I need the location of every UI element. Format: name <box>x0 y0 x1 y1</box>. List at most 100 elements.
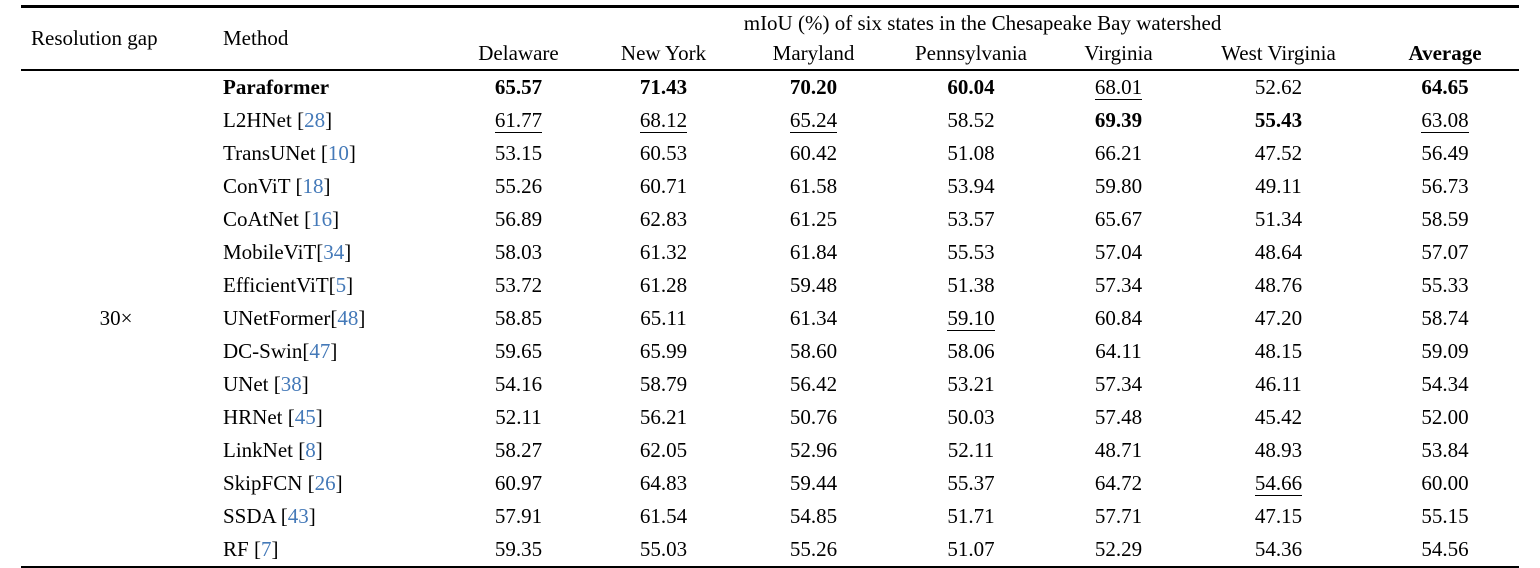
value-text: 57.48 <box>1094 405 1143 429</box>
value-text: 58.03 <box>494 240 543 264</box>
value-cell: 59.65 <box>446 335 591 368</box>
value-text: 60.97 <box>494 471 543 495</box>
citation-number: 48 <box>337 306 359 330</box>
value-cell: 48.15 <box>1186 335 1371 368</box>
value-text: 55.43 <box>1254 108 1303 132</box>
value-text: 55.03 <box>639 537 688 561</box>
citation-link[interactable]: 43 <box>288 504 309 528</box>
citation-link[interactable]: 38 <box>281 372 302 396</box>
method-cell: SkipFCN [26] <box>211 467 446 500</box>
citation: [43] <box>276 504 316 528</box>
value-text: 58.06 <box>947 339 995 363</box>
value-text: 50.03 <box>947 405 995 429</box>
citation-link[interactable]: 10 <box>328 141 349 165</box>
value-text: 68.12 <box>639 108 688 133</box>
value-text: 57.34 <box>1094 372 1143 396</box>
method-cell: EfficientViT[5] <box>211 269 446 302</box>
value-cell: 48.71 <box>1051 434 1186 467</box>
method-name: UNetFormer <box>223 306 331 330</box>
table-header: Resolution gap Method mIoU (%) of six st… <box>21 7 1520 70</box>
citation-link[interactable]: 5 <box>336 273 347 297</box>
value-text: 51.34 <box>1254 207 1303 231</box>
citation: [7] <box>249 537 279 561</box>
value-cell: 55.43 <box>1186 104 1371 137</box>
value-text: 71.43 <box>639 75 688 99</box>
value-cell: 50.03 <box>891 401 1051 434</box>
value-text: 54.34 <box>1421 372 1469 396</box>
value-cell: 65.24 <box>736 104 891 137</box>
value-cell: 50.76 <box>736 401 891 434</box>
value-cell: 57.34 <box>1051 269 1186 302</box>
value-cell: 47.15 <box>1186 500 1371 533</box>
value-cell: 55.26 <box>736 533 891 567</box>
value-text: 51.07 <box>947 537 995 561</box>
value-cell: 71.43 <box>591 70 736 104</box>
value-cell: 52.62 <box>1186 70 1371 104</box>
results-table: Resolution gap Method mIoU (%) of six st… <box>21 5 1520 568</box>
value-text: 54.66 <box>1254 471 1303 496</box>
citation-open-bracket: [ <box>290 174 303 198</box>
value-cell: 57.48 <box>1051 401 1186 434</box>
citation-link[interactable]: 7 <box>261 537 272 561</box>
value-text: 61.58 <box>789 174 838 198</box>
method-name: HRNet <box>223 405 283 429</box>
citation-link[interactable]: 47 <box>309 339 330 363</box>
citation-open-bracket: [ <box>302 471 315 495</box>
citation-number: 10 <box>327 141 349 165</box>
value-text: 52.62 <box>1254 75 1303 99</box>
value-text: 61.25 <box>789 207 838 231</box>
citation-link[interactable]: 18 <box>302 174 323 198</box>
value-text: 58.60 <box>789 339 838 363</box>
value-text: 57.91 <box>494 504 543 528</box>
value-cell: 48.76 <box>1186 269 1371 302</box>
value-cell: 58.03 <box>446 236 591 269</box>
citation-link[interactable]: 48 <box>337 306 358 330</box>
value-text: 60.53 <box>639 141 688 165</box>
value-text: 53.94 <box>947 174 995 198</box>
value-cell: 61.25 <box>736 203 891 236</box>
citation-number: 18 <box>302 174 324 198</box>
citation-open-bracket: [ <box>268 372 281 396</box>
value-text: 60.71 <box>639 174 688 198</box>
value-text: 48.93 <box>1254 438 1303 462</box>
method-cell: UNetFormer[48] <box>211 302 446 335</box>
method-name: DC-Swin <box>223 339 303 363</box>
citation-close-bracket: ] <box>332 207 340 231</box>
value-cell: 61.54 <box>591 500 736 533</box>
method-cell: CoAtNet [16] <box>211 203 446 236</box>
citation-link[interactable]: 28 <box>304 108 325 132</box>
method-name: CoAtNet <box>223 207 299 231</box>
value-text: 56.73 <box>1421 174 1469 198</box>
value-text: 55.37 <box>947 471 995 495</box>
value-cell: 58.59 <box>1371 203 1519 236</box>
value-cell: 53.15 <box>446 137 591 170</box>
citation-link[interactable]: 45 <box>295 405 316 429</box>
value-cell: 56.21 <box>591 401 736 434</box>
citation-link[interactable]: 8 <box>305 438 316 462</box>
value-cell: 52.11 <box>891 434 1051 467</box>
value-cell: 63.08 <box>1371 104 1519 137</box>
citation-link[interactable]: 16 <box>311 207 332 231</box>
value-cell: 58.79 <box>591 368 736 401</box>
column-header-pennsylvania: Pennsylvania <box>915 41 1027 65</box>
citation-link[interactable]: 34 <box>323 240 344 264</box>
citation: [47] <box>302 339 337 363</box>
value-text: 48.71 <box>1094 438 1143 462</box>
table-row: HRNet [45] 52.11 56.21 50.76 50.03 57.48 45.4… <box>21 401 1519 434</box>
method-cell: RF [7] <box>211 533 446 567</box>
value-text: 48.15 <box>1254 339 1303 363</box>
value-text: 65.67 <box>1094 207 1143 231</box>
value-text: 63.08 <box>1421 108 1469 133</box>
value-text: 52.11 <box>495 405 542 429</box>
value-cell: 59.48 <box>736 269 891 302</box>
value-text: 65.11 <box>640 306 687 330</box>
value-cell: 59.44 <box>736 467 891 500</box>
method-name: EfficientViT <box>223 273 329 297</box>
citation-close-bracket: ] <box>346 273 354 297</box>
column-header-west-virginia: West Virginia <box>1221 41 1336 65</box>
value-cell: 61.32 <box>591 236 736 269</box>
method-name: L2HNet <box>223 108 292 132</box>
citation-link[interactable]: 26 <box>315 471 336 495</box>
value-text: 58.85 <box>494 306 543 330</box>
